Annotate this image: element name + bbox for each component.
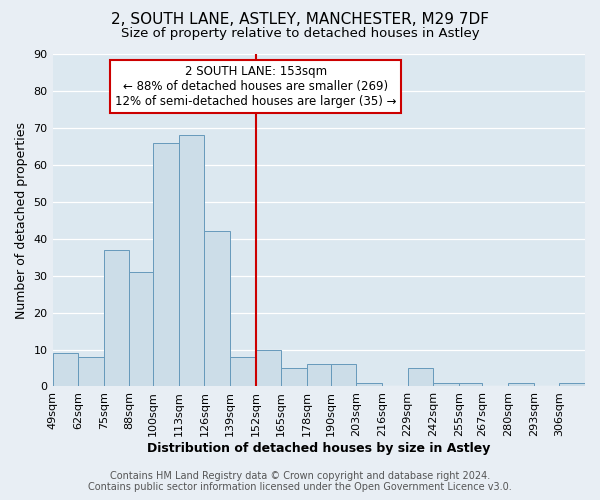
Bar <box>433 383 459 386</box>
Bar <box>78 357 104 386</box>
X-axis label: Distribution of detached houses by size in Astley: Distribution of detached houses by size … <box>147 442 490 455</box>
Text: 2 SOUTH LANE: 153sqm
← 88% of detached houses are smaller (269)
12% of semi-deta: 2 SOUTH LANE: 153sqm ← 88% of detached h… <box>115 65 397 108</box>
Bar <box>256 350 281 387</box>
Text: Size of property relative to detached houses in Astley: Size of property relative to detached ho… <box>121 28 479 40</box>
Bar <box>508 383 534 386</box>
Bar <box>230 357 256 386</box>
Bar <box>459 383 482 386</box>
Y-axis label: Number of detached properties: Number of detached properties <box>15 122 28 318</box>
Bar <box>104 250 130 386</box>
Bar <box>130 272 153 386</box>
Bar <box>356 383 382 386</box>
Bar <box>53 353 78 386</box>
Bar <box>153 142 179 386</box>
Text: 2, SOUTH LANE, ASTLEY, MANCHESTER, M29 7DF: 2, SOUTH LANE, ASTLEY, MANCHESTER, M29 7… <box>111 12 489 28</box>
Bar <box>307 364 331 386</box>
Text: Contains HM Land Registry data © Crown copyright and database right 2024.
Contai: Contains HM Land Registry data © Crown c… <box>88 471 512 492</box>
Bar <box>559 383 585 386</box>
Bar <box>331 364 356 386</box>
Bar <box>407 368 433 386</box>
Bar <box>179 136 205 386</box>
Bar <box>281 368 307 386</box>
Bar <box>205 232 230 386</box>
